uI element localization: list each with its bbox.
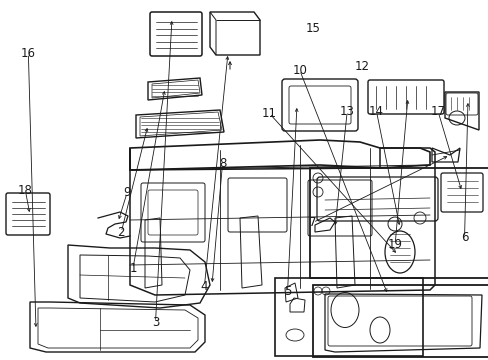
Text: 7: 7 — [308, 216, 316, 229]
Text: 17: 17 — [430, 105, 445, 118]
Text: 1: 1 — [129, 262, 137, 275]
Text: 8: 8 — [218, 157, 226, 170]
Text: 18: 18 — [18, 184, 33, 197]
Text: 14: 14 — [368, 105, 383, 118]
Text: 4: 4 — [200, 280, 208, 293]
Text: 3: 3 — [151, 316, 159, 329]
Text: 12: 12 — [354, 60, 368, 73]
Bar — [274, 278, 422, 356]
Text: 13: 13 — [339, 105, 354, 118]
Text: 5: 5 — [283, 285, 291, 298]
Text: 19: 19 — [387, 238, 402, 251]
Text: 2: 2 — [117, 226, 125, 239]
Text: 11: 11 — [262, 107, 276, 120]
Bar — [309, 168, 488, 278]
Text: 9: 9 — [123, 186, 131, 199]
Text: 16: 16 — [21, 47, 36, 60]
Text: 10: 10 — [292, 64, 306, 77]
Bar — [312, 285, 488, 357]
Text: 6: 6 — [460, 231, 468, 244]
Text: 15: 15 — [305, 22, 320, 35]
